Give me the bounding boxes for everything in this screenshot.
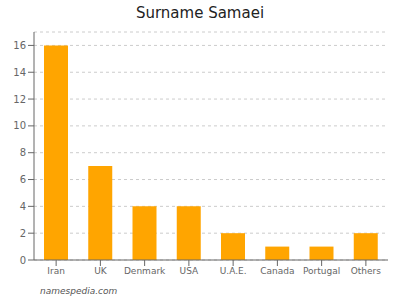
svg-text:12: 12 bbox=[13, 94, 26, 105]
html-text:Surname Samaei: Surname Samaei bbox=[135, 4, 265, 22]
svg-text:16: 16 bbox=[13, 40, 26, 51]
svg-text:Canada: Canada bbox=[260, 266, 294, 276]
svg-text:USA: USA bbox=[180, 266, 199, 276]
svg-text:8: 8 bbox=[20, 147, 26, 158]
svg-text:U.A.E.: U.A.E. bbox=[220, 266, 247, 276]
svg-text:UK: UK bbox=[94, 266, 108, 276]
svg-text:10: 10 bbox=[13, 120, 26, 131]
svg-text:Portugal: Portugal bbox=[303, 266, 340, 276]
svg-text:Others: Others bbox=[351, 266, 382, 276]
svg-text:Iran: Iran bbox=[47, 266, 65, 276]
svg-text:14: 14 bbox=[13, 67, 26, 78]
html-text:namespedia.com: namespedia.com bbox=[40, 286, 118, 296]
svg-text:2: 2 bbox=[20, 228, 26, 239]
svg-text:4: 4 bbox=[20, 201, 26, 212]
svg-text:6: 6 bbox=[20, 174, 26, 185]
svg-text:Denmark: Denmark bbox=[124, 266, 166, 276]
svg-text:0: 0 bbox=[20, 255, 26, 266]
